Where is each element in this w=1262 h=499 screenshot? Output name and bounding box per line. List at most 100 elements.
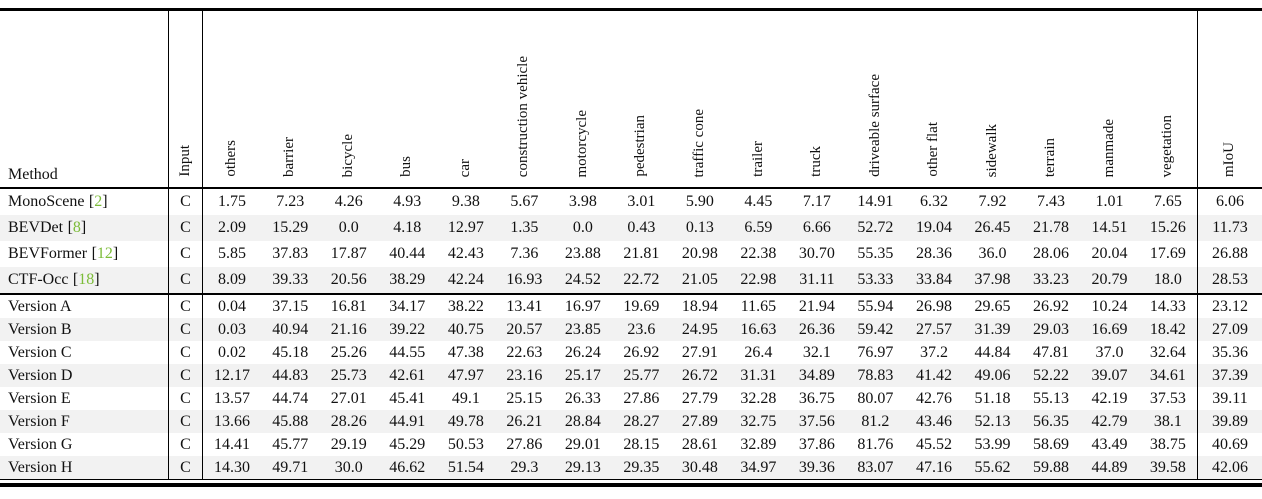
value-cell: 0.04 [202,293,262,318]
value-cell: 52.13 [974,412,1011,430]
value-cell: 21.81 [623,245,660,262]
value-cell: 27.01 [330,389,367,407]
method-cell: Version D [0,364,169,387]
value-cell: 31.11 [799,271,835,288]
value-cell: 28.61 [681,435,718,453]
value-cell: 25.77 [623,366,660,384]
value-cell: 0.0 [572,219,593,236]
value-cell: 51.54 [447,458,484,476]
value-cell: 14.30 [214,458,250,476]
value-cell: 23.88 [564,245,601,262]
value-cell: 15.29 [272,219,309,236]
method-name: Version F [8,412,70,430]
class-header-label: motorcycle [573,109,590,177]
citation-link[interactable]: [12] [92,245,119,262]
method-name: Version E [8,389,71,407]
value-cell: 30.0 [334,458,363,476]
method-name: CTF-Occ [8,271,69,288]
method-name: BEVDet [8,219,64,236]
value-cell: 26.98 [904,293,964,318]
value-cell: 26.92 [1021,293,1081,318]
citation-open-bracket: [ [72,271,79,288]
citation-number: 12 [96,245,113,262]
value-cell: 18.0 [1153,271,1182,288]
value-cell: 28.36 [915,245,952,262]
value-cell: 39.07 [1091,366,1128,384]
value-cell: 4.26 [334,193,363,210]
value-cell: 49.71 [272,458,309,476]
value-cell: 47.97 [447,366,484,384]
value-cell: 34.89 [798,366,835,384]
value-cell: 3.98 [568,193,597,210]
value-cell: 29.3 [510,458,539,476]
table-row: BEVFormer [12] C 5.85 37.83 17.87 40.44 42.43… [0,241,1262,267]
value-cell: 5.90 [685,193,714,210]
value-cell: 81.2 [861,412,890,430]
value-cell: 55.13 [1032,389,1069,407]
value-cell: 23.85 [564,320,601,338]
miou-header-label: mIoU [1221,142,1238,177]
value-cell: 25.26 [330,343,367,361]
value-cell: 32.75 [740,412,777,430]
value-cell: 25.17 [564,366,601,384]
value-cell: 38.75 [1149,435,1186,453]
value-cell: 45.52 [915,435,952,453]
value-cell: 29.13 [564,458,601,476]
value-cell: 41.42 [915,366,952,384]
value-cell: 42.61 [389,366,426,384]
table-row: BEVDet [8] C 2.09 15.29 0.0 4.18 12.97 1.35 0.0… [0,215,1262,241]
class-column-header: manmade [1080,9,1139,189]
value-cell: 25.15 [506,389,543,407]
class-column-header: traffic cone [670,9,730,189]
class-header-label: car [456,158,473,177]
method-cell: Version F [0,410,169,433]
value-cell: 40.75 [447,320,484,338]
class-header-label: truck [808,146,825,177]
miou-cell: 39.89 [1197,410,1262,433]
value-cell: 39.36 [798,458,835,476]
value-cell: 80.07 [857,389,894,407]
class-header-label: bicycle [339,133,356,177]
value-cell: 26.45 [974,219,1011,236]
class-header-label: pedestrian [632,115,649,177]
value-cell: 12.17 [214,366,250,384]
value-cell: 16.69 [1091,320,1128,338]
citation-link[interactable]: [18] [73,271,100,288]
value-cell: 59.42 [857,320,894,338]
miou-cell: 42.06 [1197,456,1262,480]
value-cell: 32.64 [1149,343,1186,361]
citation-link[interactable]: [8] [68,219,87,236]
occupancy-benchmark-table: Method Input others barrier bicycle bus … [0,8,1262,480]
class-header-label: vegetation [1159,114,1175,177]
value-cell: 37.86 [798,435,835,453]
value-cell: 31.31 [740,366,777,384]
input-cell: C [168,433,203,456]
class-column-header: bicycle [319,9,379,189]
value-cell: 42.24 [447,271,484,288]
value-cell: 47.81 [1032,343,1069,361]
value-cell: 26.24 [564,343,601,361]
value-cell: 7.92 [978,193,1007,210]
value-cell: 40.44 [389,245,426,262]
value-cell: 21.05 [681,271,718,288]
value-cell: 7.43 [1036,193,1065,210]
method-cell: MonoScene [2] [0,188,169,215]
value-cell: 34.17 [378,293,437,318]
value-cell: 78.83 [857,366,894,384]
class-column-header: others [202,9,262,189]
citation-link[interactable]: [2] [89,193,108,210]
value-cell: 44.89 [1091,458,1128,476]
value-cell: 27.57 [915,320,952,338]
value-cell: 55.35 [857,245,894,262]
class-header-label: driveable surface [866,74,883,177]
header-row: Method Input others barrier bicycle bus … [0,9,1262,189]
value-cell: 43.49 [1091,435,1128,453]
value-cell: 7.65 [1153,193,1182,210]
miou-cell: 37.39 [1197,364,1262,387]
value-cell: 18.42 [1149,320,1186,338]
value-cell: 83.07 [857,458,894,476]
method-name: Version G [8,435,73,453]
value-cell: 44.91 [389,412,426,430]
value-cell: 10.24 [1080,293,1139,318]
value-cell: 26.36 [798,320,835,338]
